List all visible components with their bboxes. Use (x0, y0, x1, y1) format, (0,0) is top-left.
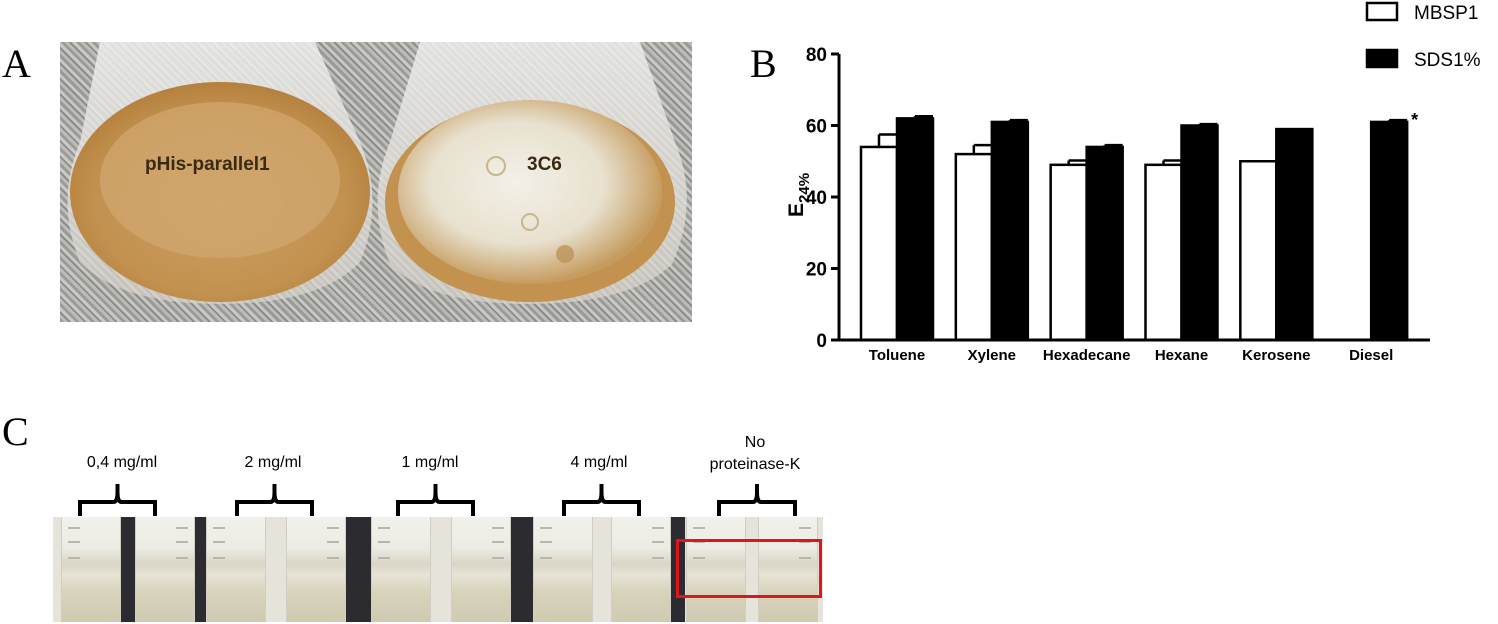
x-tick-label: Xylene (968, 347, 1016, 364)
test-tube (206, 517, 266, 622)
test-tube (135, 517, 195, 622)
x-tick-label: Hexane (1155, 347, 1208, 364)
bar-sds1-diesel (1369, 120, 1409, 342)
tube-graduation (693, 557, 705, 559)
test-tube (758, 517, 818, 622)
panel-c-letter: C (2, 409, 29, 454)
test-tube (371, 517, 431, 622)
sample-label-2: 2 mg/ml (244, 454, 302, 471)
tube-graduation (68, 541, 80, 543)
tube-graduation (492, 527, 504, 529)
tube-graduation (540, 541, 552, 543)
panel-b-letter: B (750, 41, 777, 86)
test-tube (61, 517, 121, 622)
tubes-photo (53, 517, 823, 622)
control-label-line1: No (744, 434, 766, 451)
flask-photo: pHis-parallel1 3C6 (60, 42, 692, 322)
sample-label-4: 4 mg/ml (570, 454, 628, 471)
y-tick-label: 20 (806, 260, 827, 281)
bar-sds1-hexane (1180, 124, 1219, 342)
sample-label-1: 1 mg/ml (401, 454, 459, 471)
emulsification-chart: MBSP1 SDS1% 0 20 40 60 80 E24% * Toluene Xylene… (785, 1, 1481, 364)
sample-bracket (562, 484, 641, 516)
tube-graduation (327, 557, 339, 559)
tube-graduation (799, 557, 811, 559)
panel-a-letter: A (2, 41, 31, 86)
chart-legend: MBSP1 SDS1% (1365, 1, 1481, 71)
sample-bracket (235, 484, 314, 516)
flask-label-left: pHis-parallel1 (145, 154, 270, 175)
test-tube (533, 517, 593, 622)
flask-label-right: 3C6 (527, 154, 562, 175)
legend-swatch-0 (1365, 1, 1399, 22)
bar-sds1-kerosene (1275, 127, 1314, 342)
tube-graduation (492, 541, 504, 543)
x-tick-label: Diesel (1349, 347, 1393, 364)
tube-graduation (213, 541, 225, 543)
sample-bracket (78, 484, 157, 516)
right-flask-foam (398, 100, 662, 284)
bar-mbsp1-xylene (954, 152, 994, 342)
tube-graduation (693, 541, 705, 543)
x-axis: Toluene Xylene Hexadecane Hexane Kerosene Die… (839, 338, 1430, 364)
tube-graduation (327, 541, 339, 543)
significance-asterisk: * (1411, 110, 1418, 130)
tube-rack-gap (343, 517, 371, 622)
tube-graduation (540, 527, 552, 529)
tube-graduation (378, 541, 390, 543)
bar-mbsp1-kerosene (1239, 160, 1278, 342)
bar-mbsp1-toluene (859, 145, 899, 342)
bar-sds1-xylene (990, 120, 1030, 342)
bar-mbsp1-hexadecane (1049, 163, 1088, 342)
tube-graduation (652, 527, 664, 529)
tube-graduation (799, 527, 811, 529)
tube-graduation (176, 541, 188, 543)
test-tube (686, 517, 746, 622)
tube-graduation (68, 557, 80, 559)
tube-graduation (68, 527, 80, 529)
tube-graduation (176, 527, 188, 529)
y-tick-label: 0 (816, 331, 827, 352)
legend-label-0: MBSP1 (1414, 3, 1478, 24)
x-tick-label: Kerosene (1242, 347, 1310, 364)
tube-graduation (492, 557, 504, 559)
tube-graduation (176, 557, 188, 559)
sample-brackets (78, 484, 797, 516)
control-label-line2: proteinase-K (709, 456, 801, 473)
tube-graduation (213, 557, 225, 559)
y-axis-label: E24% (785, 173, 813, 217)
tube-graduation (540, 557, 552, 559)
sample-bracket (396, 484, 475, 516)
test-tube (286, 517, 346, 622)
tube-graduation (327, 527, 339, 529)
tube-graduation (378, 527, 390, 529)
tube-graduation (799, 541, 811, 543)
bar-mbsp1-hexane (1144, 163, 1183, 342)
x-tick-label: Toluene (869, 347, 925, 364)
bar-sds1-hexadecane (1085, 145, 1124, 342)
y-axis: 0 20 40 60 80 E24% (785, 45, 841, 352)
control-highlight-box (676, 539, 822, 598)
tube-graduation (378, 557, 390, 559)
bars: * (859, 110, 1418, 342)
y-tick-label: 40 (806, 188, 827, 209)
sample-bracket (717, 484, 797, 516)
test-tube (451, 517, 511, 622)
legend-swatch-1 (1365, 48, 1399, 69)
x-tick-label: Hexadecane (1043, 347, 1131, 364)
flask-illustration (67, 42, 687, 304)
legend-label-1: SDS1% (1414, 50, 1481, 71)
y-tick-label: 60 (806, 117, 827, 138)
bar-sds1-toluene (895, 117, 935, 342)
sample-label-0-4: 0,4 mg/ml (86, 454, 158, 471)
test-tube (611, 517, 671, 622)
tube-graduation (213, 527, 225, 529)
tube-graduation (652, 557, 664, 559)
y-tick-label: 80 (806, 45, 827, 66)
tube-graduation (693, 527, 705, 529)
tube-graduation (652, 541, 664, 543)
